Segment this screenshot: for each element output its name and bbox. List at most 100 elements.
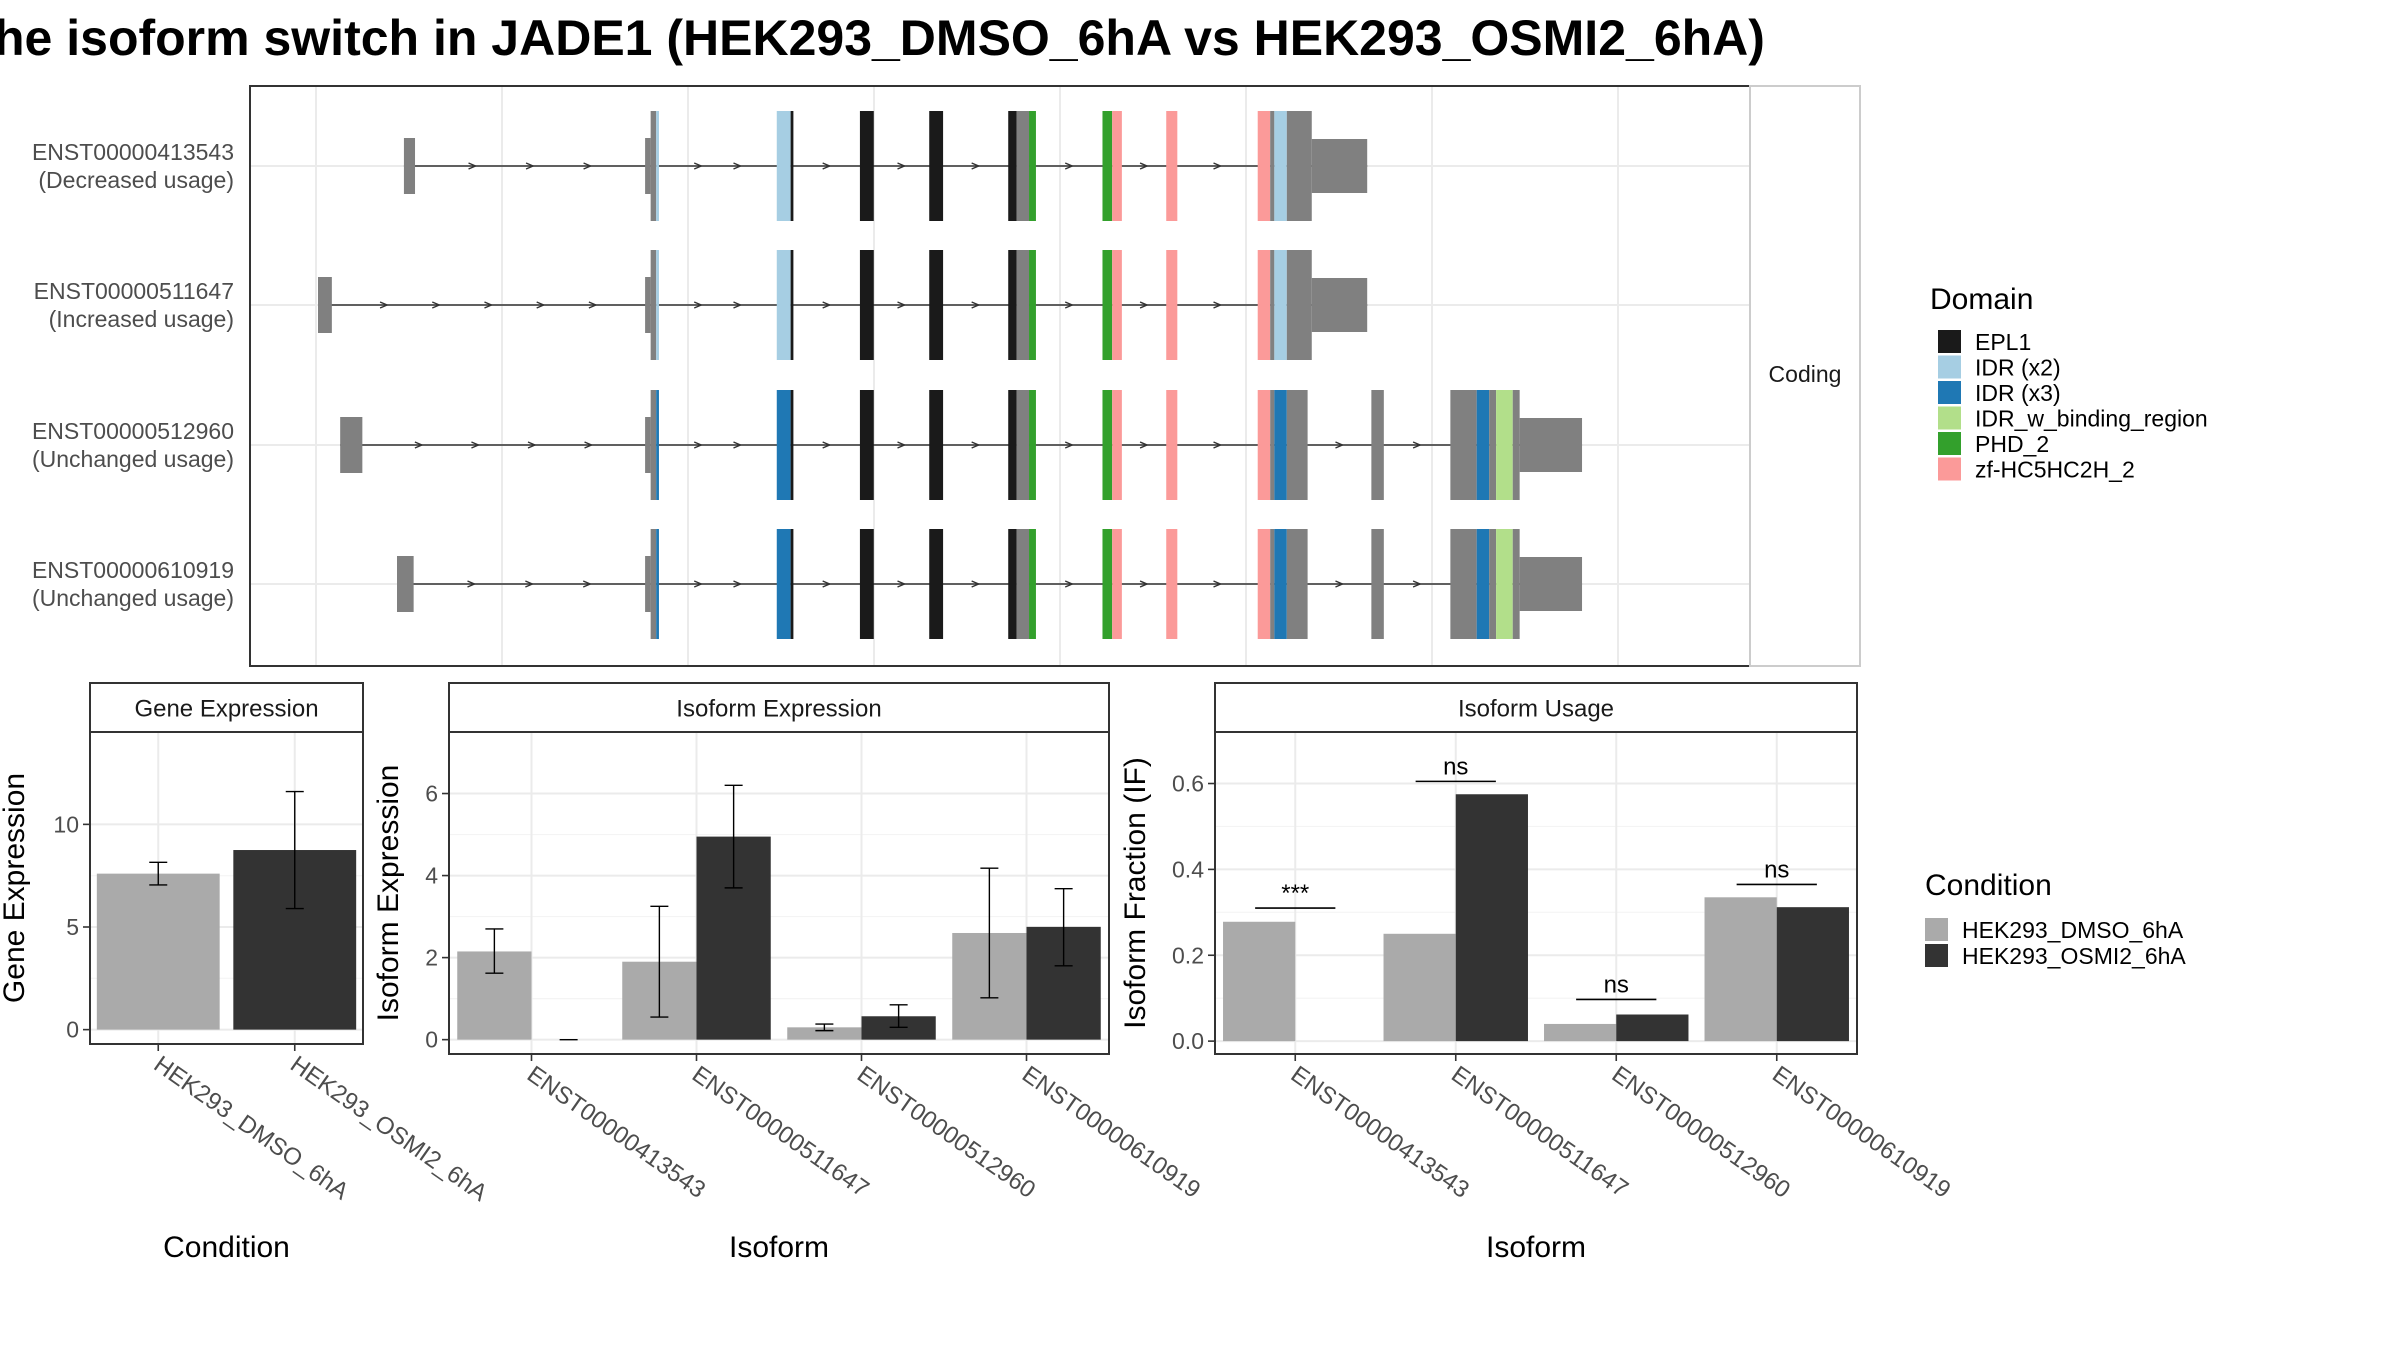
intron-direction-arrow [822, 301, 832, 309]
exon-segment [650, 529, 657, 639]
intron-direction-arrow [527, 441, 537, 449]
y-tick-label: 4 [425, 863, 438, 889]
intron-direction-arrow [1412, 441, 1422, 449]
condition-legend-swatch [1925, 918, 1948, 941]
transcript-status-label: (Unchanged usage) [32, 585, 234, 611]
exon-segment [656, 529, 659, 639]
intron-direction-arrow [1335, 580, 1345, 588]
panel-plot-border [89, 731, 364, 1045]
intron-direction-arrow [1139, 580, 1149, 588]
y-axis-title: Isoform Fraction (IF) [1119, 757, 1152, 1029]
intron-direction-arrow [1213, 162, 1223, 170]
exon-segment [1029, 111, 1036, 221]
exon-segment [929, 529, 944, 639]
transcript-status-label: (Decreased usage) [38, 167, 234, 193]
intron-direction-arrow [584, 441, 594, 449]
y-tick-label: 6 [425, 781, 438, 807]
coding-strip [1749, 85, 1861, 667]
y-axis-title: Gene Expression [0, 773, 31, 1003]
exon-segment [1029, 250, 1036, 360]
intron-direction-arrow [897, 441, 907, 449]
intron-direction-arrow [1139, 441, 1149, 449]
exon-segment [776, 390, 791, 500]
panel-strip [1214, 682, 1858, 733]
exon-segment [859, 529, 874, 639]
exon-segment [645, 138, 651, 194]
y-tick-label: 0 [425, 1027, 438, 1053]
exon-segment [645, 556, 651, 612]
y-axis-title: Isoform Expression [372, 765, 405, 1022]
exon-segment [1029, 529, 1036, 639]
intron-direction-arrow [468, 162, 478, 170]
domain-legend-label: IDR (x2) [1975, 355, 2061, 381]
exon-segment [1371, 390, 1384, 500]
intron-direction-arrow [693, 441, 704, 449]
panel-strip-title: Isoform Usage [1458, 696, 1614, 723]
exon-segment [1112, 390, 1122, 500]
exon-segment [929, 250, 944, 360]
exon-segment [790, 529, 794, 639]
exon-segment [1166, 390, 1178, 500]
intron-direction-arrow [1064, 301, 1074, 309]
y-tick-label: 2 [425, 945, 438, 971]
intron-direction-arrow [822, 580, 832, 588]
intron-direction-arrow [525, 162, 535, 170]
exon-segment [1274, 111, 1287, 221]
exon-segment [859, 250, 874, 360]
gene-expression-panel: Gene Expression0510HEK293_DMSO_6hAHEK293… [0, 682, 492, 1264]
isoform-expression-panel: Isoform Expression0246ENST00000413543ENS… [372, 682, 1205, 1264]
intron-direction-arrow [1213, 580, 1223, 588]
exon-segment [859, 111, 874, 221]
intron-direction-arrow [822, 441, 832, 449]
bar [1223, 921, 1296, 1042]
bar [1776, 907, 1849, 1042]
transcript-id-label: ENST00000512960 [32, 418, 234, 444]
x-axis-title: Isoform [1486, 1231, 1586, 1264]
intron-direction-arrow [1412, 580, 1422, 588]
intron-direction-arrow [693, 162, 704, 170]
condition-legend-title: Condition [1925, 869, 2052, 902]
intron-direction-arrow [733, 580, 743, 588]
exon-segment [645, 417, 651, 473]
domain-legend-swatch [1938, 330, 1961, 353]
transcript-status-label: (Unchanged usage) [32, 446, 234, 472]
x-tick-label: ENST00000413543 [522, 1061, 710, 1204]
bar [1455, 794, 1528, 1042]
intron-direction-arrow [1213, 301, 1223, 309]
domain-legend-swatch [1938, 406, 1961, 430]
exon-segment [340, 417, 363, 473]
exon-segment [1371, 529, 1384, 639]
transcript-status-label: (Increased usage) [49, 306, 234, 332]
y-tick-label: 0.6 [1172, 771, 1204, 797]
exon-segment [656, 250, 659, 360]
domain-legend-swatch [1938, 355, 1961, 379]
exon-segment [1496, 529, 1513, 639]
exon-segment [1166, 529, 1178, 639]
exon-segment [650, 250, 657, 360]
exon-segment [776, 529, 791, 639]
bar [1383, 933, 1456, 1042]
y-tick-label: 0.4 [1172, 856, 1204, 882]
intron-direction-arrow [971, 162, 981, 170]
domain-legend-label: IDR (x3) [1975, 380, 2061, 406]
intron-direction-arrow [971, 580, 981, 588]
exon-segment [318, 277, 332, 333]
exon-segment [1476, 390, 1490, 500]
exon-segment [1016, 529, 1030, 639]
exon-segment [1016, 390, 1030, 500]
exon-segment [1029, 390, 1036, 500]
transcript-id-label: ENST00000511647 [34, 278, 234, 304]
intron-direction-arrow [693, 301, 704, 309]
exon-segment [790, 250, 794, 360]
bar [1616, 1014, 1689, 1042]
isoform-usage-panel: Isoform Usage *** ns ns ns 0.0 0.2 0.4 0.6 ENST00… [1119, 682, 1956, 1264]
y-tick-label: 5 [66, 914, 79, 940]
exon-segment [1257, 529, 1271, 639]
exon-segment [1274, 250, 1287, 360]
intron-direction-arrow [971, 301, 981, 309]
domain-legend-swatch [1938, 457, 1961, 481]
exon-segment [1257, 111, 1271, 221]
